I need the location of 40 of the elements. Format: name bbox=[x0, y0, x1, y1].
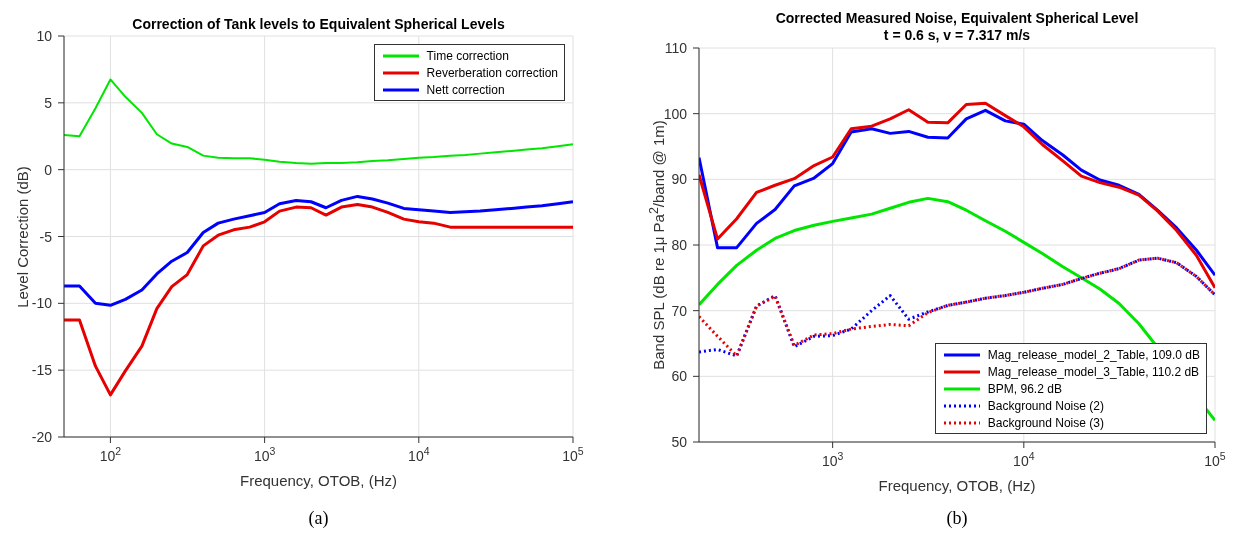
x-tick-label: 10$^{2}$ bbox=[99, 445, 122, 464]
y-axis-title: Level Correction (dB) bbox=[13, 165, 31, 308]
y-tick-label: 10 bbox=[36, 28, 53, 44]
y-tick-label: -10 bbox=[31, 295, 53, 312]
legend-label: Nett correction bbox=[426, 82, 505, 97]
x-axis-title: Frequency, OTOB, (Hz) bbox=[239, 472, 398, 489]
line-series bbox=[64, 194, 573, 307]
legend-label: BPM, 96.2 dB bbox=[987, 381, 1062, 396]
legend-label: Background Noise (3) bbox=[987, 415, 1104, 430]
y-tick-label: 110 bbox=[664, 40, 688, 56]
line-series bbox=[64, 202, 573, 397]
y-tick-label: 100 bbox=[663, 105, 688, 122]
line-series bbox=[64, 78, 573, 165]
y-tick-label: 50 bbox=[671, 434, 688, 450]
chart-subtitle: t = 0.6 s, v = 7.317 m/s bbox=[882, 27, 1032, 44]
x-axis-title: Frequency, OTOB, (Hz) bbox=[877, 477, 1037, 494]
x-tick-label: 10$^{5}$ bbox=[1204, 450, 1226, 469]
x-tick-label: 10$^{5}$ bbox=[562, 445, 584, 464]
y-tick-label: -5 bbox=[39, 228, 53, 245]
y-tick-label: 80 bbox=[671, 237, 688, 253]
y-tick-label: 70 bbox=[671, 302, 688, 319]
chart-title: Correction of Tank levels to Equivalent Spherical Levels bbox=[131, 16, 506, 33]
x-tick-label: 10$^{3}$ bbox=[821, 450, 844, 469]
y-tick-label: 5 bbox=[44, 94, 53, 111]
legend-label: Time correction bbox=[426, 48, 509, 63]
y-tick-label: 90 bbox=[671, 171, 688, 188]
legend-label: Mag_release_model_3_Table, 110.2 dB bbox=[987, 364, 1200, 379]
chart-title: Corrected Measured Noise, Equivalent Spherical Level bbox=[774, 10, 1140, 27]
legend-label: Mag_release_model_2_Table, 109.0 dB bbox=[987, 347, 1200, 362]
text: (b) bbox=[945, 508, 969, 529]
y-tick-label: -15 bbox=[31, 362, 53, 379]
text: (a) bbox=[307, 508, 330, 529]
x-tick-label: 10$^{4}$ bbox=[1013, 450, 1035, 469]
y-tick-label: -20 bbox=[31, 429, 53, 445]
legend-label: Background Noise (2) bbox=[987, 398, 1104, 413]
x-tick-label: 10$^{4}$ bbox=[408, 445, 430, 464]
legend-label: Reverberation correction bbox=[426, 65, 558, 80]
x-tick-label: 10$^{3}$ bbox=[253, 445, 276, 464]
y-tick-label: 60 bbox=[671, 368, 688, 385]
y-tick-label: 0 bbox=[44, 161, 53, 178]
